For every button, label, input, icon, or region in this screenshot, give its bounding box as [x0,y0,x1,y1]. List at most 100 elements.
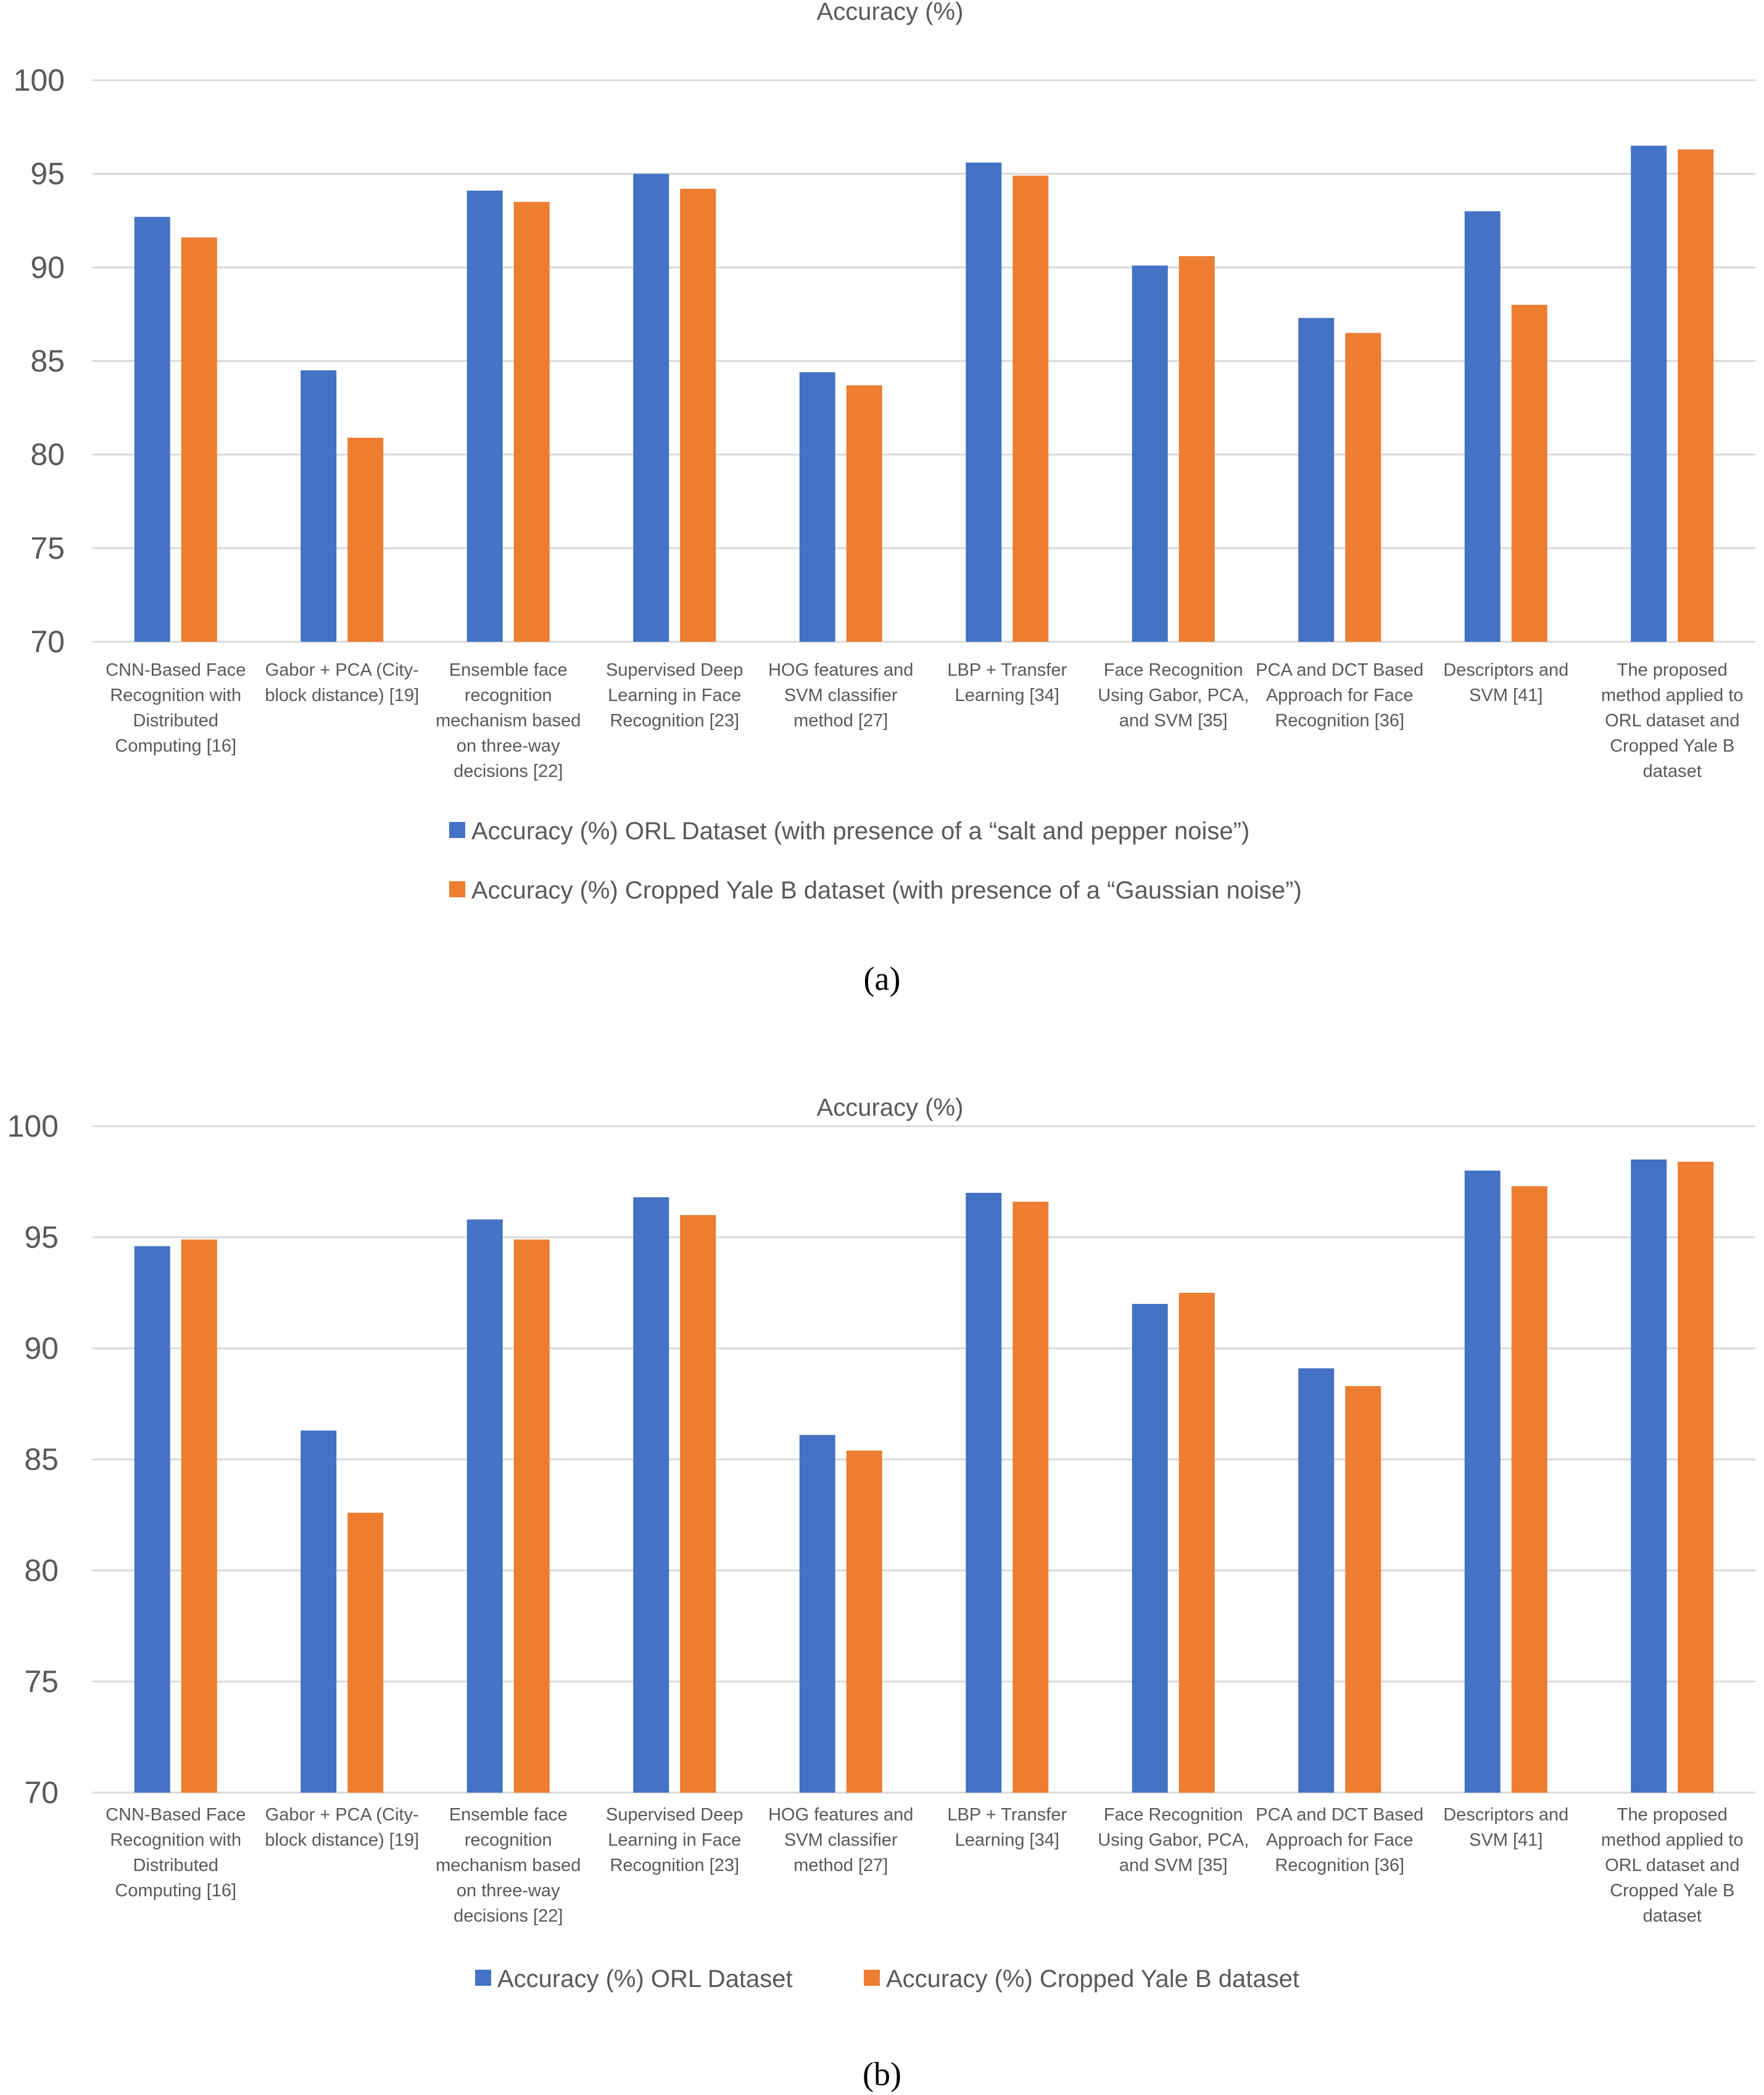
x-category-label: Learning in Face [608,686,741,705]
y-tick-label: 90 [24,1331,59,1366]
y-tick-label: 95 [30,157,65,191]
x-category-label: Recognition [23] [610,711,739,731]
y-tick-label: 75 [30,531,65,565]
y-tick-label: 90 [30,250,65,284]
bar-yale-3 [680,188,716,642]
bar-yale-8 [1511,1186,1547,1793]
x-category-label: method [27] [793,711,888,731]
x-category-label: ORL dataset and [1605,711,1739,731]
x-category-label: Ensemble face [449,660,568,680]
bar-yale-7 [1345,1386,1381,1793]
x-category-label: Face Recognition [1104,660,1243,680]
x-category-label: CNN-Based Face [106,660,246,680]
x-category-label: Gabor + PCA (City- [265,660,419,680]
y-tick-label: 70 [30,624,65,659]
x-category-label: method applied to [1601,1830,1744,1850]
y-tick-label: 70 [24,1775,59,1810]
x-category-label: PCA and DCT Based [1256,660,1423,680]
x-category-label: Cropped Yale B [1610,736,1734,756]
x-category-label: Supervised Deep [606,1805,743,1825]
bar-orl-1 [300,370,337,642]
bar-yale-0 [181,237,217,642]
x-category-label: SVM classifier [784,686,898,705]
x-category-label: decisions [22] [453,1906,563,1926]
x-category-label: mechanism based [436,1856,581,1875]
x-category-label: Recognition [36] [1275,711,1404,731]
bar-orl-6 [1132,265,1168,642]
x-category-label: on three-way [457,1881,560,1901]
x-category-label: Computing [16] [115,736,236,756]
x-category-label: SVM [41] [1469,686,1542,705]
bar-yale-8 [1511,305,1547,642]
bar-orl-4 [799,1435,835,1793]
x-category-label: dataset [1643,761,1702,781]
bar-yale-7 [1345,333,1381,642]
bar-yale-3 [680,1215,716,1793]
bar-yale-6 [1178,256,1215,642]
x-category-label: Learning [34] [955,686,1059,705]
y-tick-label: 80 [24,1553,59,1588]
x-category-label: Cropped Yale B [1610,1881,1734,1901]
bar-orl-9 [1631,146,1667,642]
bar-yale-9 [1678,149,1714,642]
x-category-label: Approach for Face [1266,686,1414,705]
x-category-label: The proposed [1617,660,1728,680]
legend-swatch [449,822,465,838]
bar-orl-2 [466,190,503,642]
bar-yale-1 [347,438,384,642]
bar-orl-8 [1464,211,1501,642]
x-category-label: Descriptors and [1443,660,1568,680]
x-category-label: Recognition with [110,1830,241,1850]
x-category-label: SVM classifier [784,1830,898,1850]
bar-orl-9 [1631,1160,1667,1793]
bar-orl-5 [966,1193,1002,1793]
x-category-label: Descriptors and [1443,1805,1568,1825]
bar-orl-8 [1464,1171,1501,1793]
bar-orl-3 [633,1197,669,1793]
bar-orl-7 [1298,1368,1335,1793]
x-category-label: HOG features and [768,660,913,680]
x-category-label: Using Gabor, PCA, [1098,1830,1249,1850]
bar-yale-1 [347,1512,384,1793]
caption-b: (b) [863,2056,901,2093]
y-tick-label: 80 [30,438,65,472]
x-category-label: LBP + Transfer [947,1805,1067,1825]
bar-orl-0 [134,1246,170,1793]
x-category-label: Computing [16] [115,1881,236,1901]
y-tick-label: 85 [24,1442,59,1477]
bar-yale-2 [513,202,550,642]
y-tick-label: 100 [14,63,65,97]
x-category-label: Recognition [36] [1275,1856,1404,1875]
x-category-label: dataset [1643,1906,1702,1926]
x-category-label: PCA and DCT Based [1256,1805,1423,1825]
x-category-label: Ensemble face [449,1805,568,1825]
x-category-label: Supervised Deep [606,660,743,680]
y-tick-label: 75 [24,1664,59,1699]
x-category-label: Recognition [23] [610,1856,739,1875]
chart-title: Accuracy (%) [817,0,964,25]
x-category-label: Using Gabor, PCA, [1098,686,1249,705]
x-category-label: recognition [465,686,552,705]
legend-swatch [449,881,465,897]
legend-label: Accuracy (%) ORL Dataset (with presence … [471,818,1249,845]
x-category-label: mechanism based [436,711,581,731]
x-category-label: Gabor + PCA (City- [265,1805,419,1825]
x-category-label: Recognition with [110,686,241,705]
legend-label: Accuracy (%) ORL Dataset [497,1965,793,1993]
bar-orl-7 [1298,318,1335,642]
x-category-label: Face Recognition [1104,1805,1243,1825]
x-category-label: Learning in Face [608,1830,741,1850]
bar-yale-4 [846,385,882,642]
bar-yale-4 [846,1450,882,1793]
caption-a: (a) [863,960,901,997]
bar-yale-2 [513,1239,550,1793]
x-category-label: CNN-Based Face [106,1805,246,1825]
chart-b: Accuracy (%) 70 75 80 85 90 95 100 CNN-Based Fac… [7,1094,1755,1993]
y-tick-label: 95 [24,1220,59,1255]
bar-orl-6 [1132,1304,1168,1793]
x-category-label: on three-way [457,736,560,756]
x-category-label: recognition [465,1830,552,1850]
x-category-label: The proposed [1617,1805,1728,1825]
y-tick-label: 85 [30,344,65,378]
bar-yale-0 [181,1239,217,1793]
